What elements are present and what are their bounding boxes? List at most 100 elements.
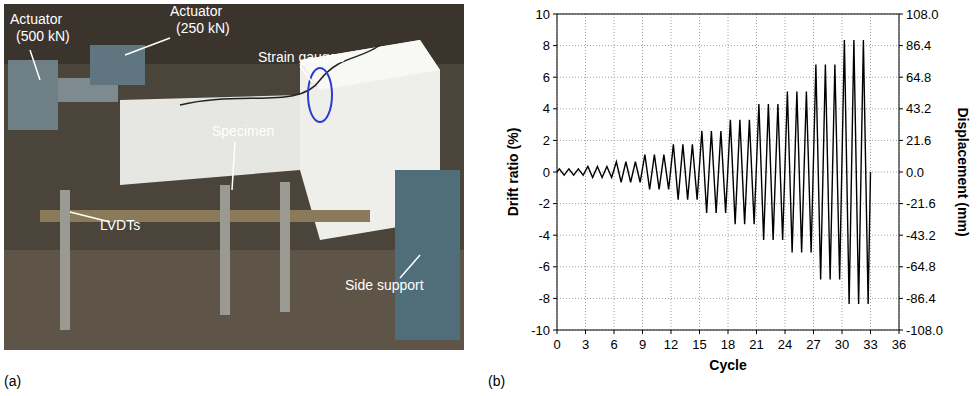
y-tick — [553, 14, 557, 15]
plot-frame — [557, 14, 899, 330]
x-tick-label: 15 — [692, 337, 706, 352]
x-tick — [842, 330, 843, 334]
y-tick-label: 8 — [543, 38, 550, 53]
x-tick-label: 3 — [582, 337, 589, 352]
y-tick-label: 10 — [536, 7, 550, 22]
y-tick-label: 6 — [543, 70, 550, 85]
y-axis-title: Drift ratio (%) — [505, 128, 521, 217]
specimen-beam — [120, 95, 300, 185]
x-tick — [785, 330, 786, 334]
x-tick — [813, 330, 814, 334]
side-support — [395, 170, 460, 340]
y2-tick — [899, 140, 903, 141]
y2-tick-label: -64.8 — [906, 259, 936, 274]
y2-tick-label: -108.0 — [906, 323, 943, 338]
x-tick-label: 12 — [664, 337, 678, 352]
photo-label: Strain gauges — [258, 49, 344, 65]
gauge-marker — [308, 68, 332, 122]
y-tick-label: -8 — [538, 291, 550, 306]
label-arrow — [232, 142, 235, 190]
y2-axis-title: Displacement (mm) — [955, 107, 971, 236]
y-tick-label: -6 — [538, 259, 550, 274]
y-tick — [553, 108, 557, 109]
y-tick — [553, 203, 557, 204]
x-tick — [699, 330, 700, 334]
data-group — [557, 40, 871, 304]
y2-tick-label: 0.0 — [906, 165, 924, 180]
x-tick-label: 21 — [749, 337, 763, 352]
label-arrow — [30, 50, 40, 80]
x-tick — [585, 330, 586, 334]
y-tick — [553, 77, 557, 78]
y-tick — [553, 298, 557, 299]
y2-tick — [899, 298, 903, 299]
x-tick-label: 0 — [553, 337, 560, 352]
series-line — [557, 40, 871, 304]
y-tick-label: 2 — [543, 133, 550, 148]
y-tick — [553, 45, 557, 46]
x-tick-label: 36 — [892, 337, 906, 352]
chart: -10-8-6-4-202468100369121518212427303336… — [488, 7, 971, 390]
y-tick-label: -10 — [531, 323, 550, 338]
y2-tick-label: 21.6 — [906, 133, 931, 148]
x-tick-label: 27 — [806, 337, 820, 352]
photo-label: Actuator — [10, 11, 62, 27]
lvdt-post — [60, 190, 70, 330]
y2-tick — [899, 266, 903, 267]
label-arrow — [400, 255, 420, 278]
x-tick — [671, 330, 672, 334]
x-tick — [899, 330, 900, 334]
gauge-wire — [180, 45, 380, 105]
y-tick — [553, 266, 557, 267]
photo-label: (250 kN) — [176, 20, 230, 36]
lvdt-frame — [40, 210, 370, 222]
x-tick — [614, 330, 615, 334]
photo-label: Specimen — [212, 123, 274, 139]
x-tick — [728, 330, 729, 334]
y2-tick — [899, 45, 903, 46]
x-tick-label: 33 — [863, 337, 877, 352]
y2-tick-label: -86.4 — [906, 291, 936, 306]
x-tick — [642, 330, 643, 334]
y-tick — [553, 235, 557, 236]
photo-label: Side support — [345, 277, 424, 293]
y2-tick — [899, 172, 903, 173]
x-tick-label: 9 — [639, 337, 646, 352]
x-tick — [870, 330, 871, 334]
y2-tick-label: 86.4 — [906, 38, 931, 53]
label-arrow — [300, 66, 312, 82]
y2-tick — [899, 77, 903, 78]
x-tick — [557, 330, 558, 334]
y2-tick — [899, 14, 903, 15]
x-tick-label: 18 — [721, 337, 735, 352]
photo-label: (500 kN) — [16, 28, 70, 44]
y-tick-label: -4 — [538, 228, 550, 243]
x-tick — [756, 330, 757, 334]
grid-line — [557, 45, 899, 46]
label-arrow — [125, 38, 170, 55]
y2-tick — [899, 203, 903, 204]
panel-caption: (a) — [4, 373, 21, 389]
y2-tick-label: 64.8 — [906, 70, 931, 85]
lvdt-post — [280, 182, 290, 312]
y-tick-label: 4 — [543, 101, 550, 116]
photo-background — [4, 4, 464, 350]
figure: Actuator(500 kN)Actuator(250 kN)Strain g… — [0, 0, 980, 396]
plot-area — [557, 14, 899, 330]
grid-line — [557, 108, 899, 109]
y-tick — [553, 172, 557, 173]
y-tick-label: -2 — [538, 196, 550, 211]
panel-caption: (b) — [488, 373, 505, 389]
photo-panel — [4, 4, 464, 350]
lvdt-post — [220, 185, 230, 315]
photo-label: LVDTs — [100, 217, 140, 233]
y2-tick-label: -43.2 — [906, 228, 936, 243]
photo-label: Actuator — [170, 3, 222, 19]
y2-tick-label: 43.2 — [906, 101, 931, 116]
x-tick-label: 6 — [610, 337, 617, 352]
y-tick-label: 0 — [543, 165, 550, 180]
x-tick-label: 30 — [835, 337, 849, 352]
y2-tick-label: -21.6 — [906, 196, 936, 211]
y-tick — [553, 330, 557, 331]
y2-tick — [899, 235, 903, 236]
